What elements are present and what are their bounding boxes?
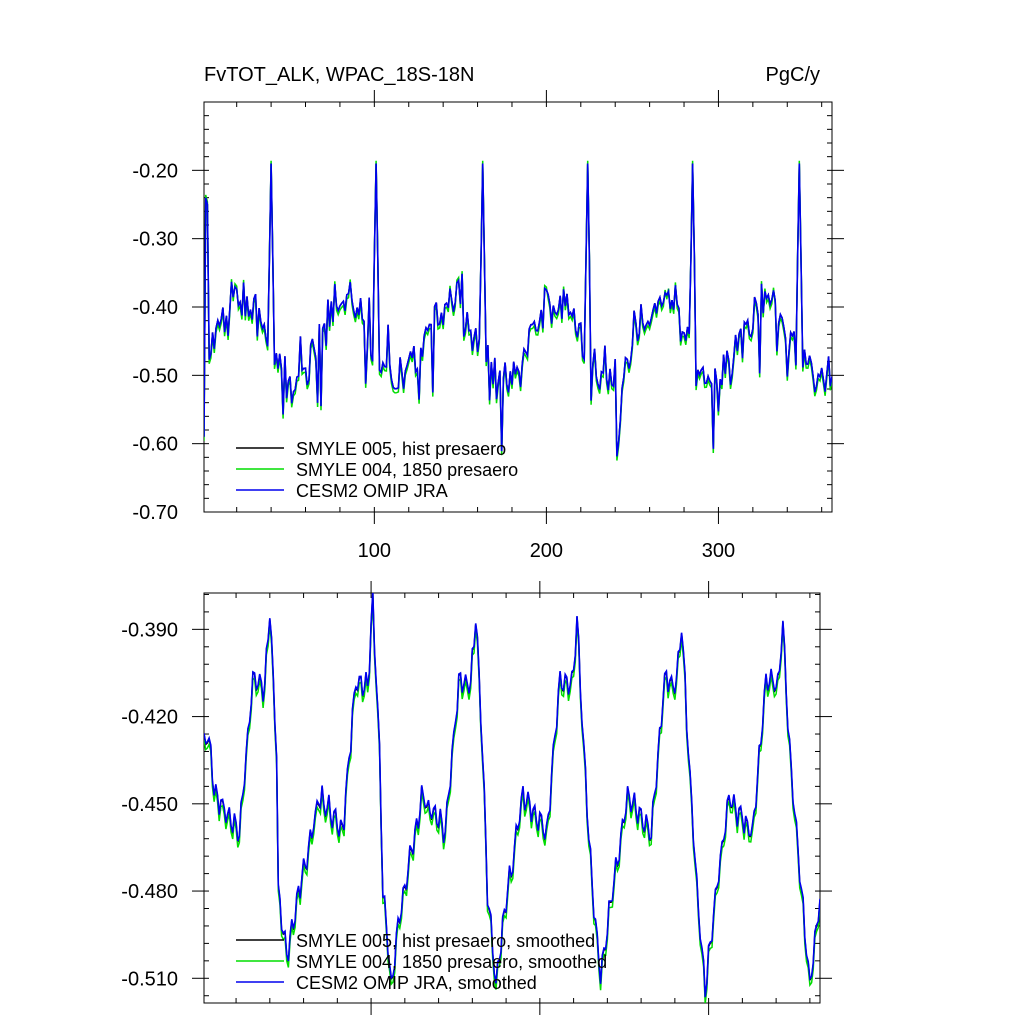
series-line <box>204 593 820 998</box>
y-tick-label: -0.480 <box>121 881 178 903</box>
y-tick-label: -0.60 <box>132 434 178 456</box>
plot-frame <box>203 592 821 1004</box>
chart-title: FvTOT_ALK, WPAC_18S-18N <box>204 64 475 86</box>
series-line <box>204 597 820 1003</box>
series-line <box>204 163 832 457</box>
x-tick-label: 100 <box>358 540 391 562</box>
y-tick-label: -0.50 <box>132 365 178 387</box>
y-tick-label: -0.390 <box>121 619 178 641</box>
y-tick-label: -0.30 <box>132 229 178 251</box>
legend-label: SMYLE 005, hist presaero, smoothed <box>296 931 595 951</box>
legend-label: SMYLE 004, 1850 presaero <box>296 460 518 480</box>
legend-label: SMYLE 004, 1850 presaero, smoothed <box>296 952 607 972</box>
x-tick-label: 300 <box>702 540 735 562</box>
series-line <box>204 160 832 461</box>
legend-label: CESM2 OMIP JRA, smoothed <box>296 973 537 993</box>
legend-label: CESM2 OMIP JRA <box>296 481 448 501</box>
legend-label: SMYLE 005, hist presaero <box>296 439 506 459</box>
y-tick-label: -0.450 <box>121 794 178 816</box>
units-label: PgC/y <box>765 64 820 86</box>
y-tick-label: -0.420 <box>121 707 178 729</box>
series-line <box>204 163 832 457</box>
bottom-panel: -0.510 -0.480 -0.450 -0.420 -0.390 SMYLE 005,… <box>121 581 832 1015</box>
top-panel: 100 200 300 -0.60 -0.50 -0.40 -0.30 -0.20 -0.70 S… <box>132 90 844 562</box>
y-tick-label: -0.510 <box>121 968 178 990</box>
y-tick-label: -0.70 <box>132 502 178 524</box>
y-tick-label: -0.20 <box>132 160 178 182</box>
x-tick-label: 200 <box>530 540 563 562</box>
y-tick-label: -0.40 <box>132 297 178 319</box>
